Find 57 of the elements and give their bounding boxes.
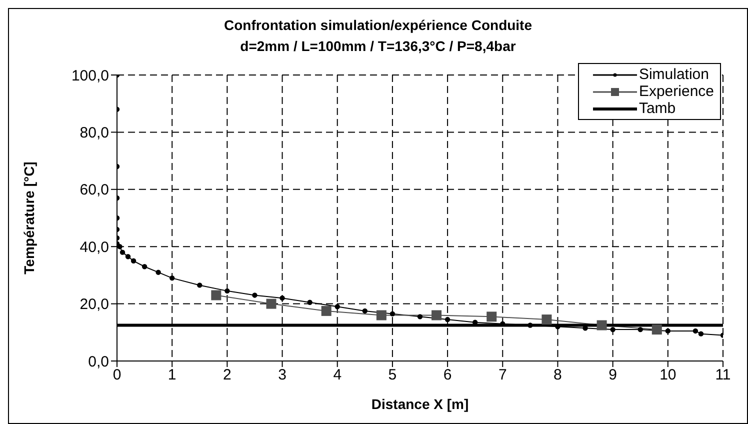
point bbox=[376, 310, 386, 320]
y-tick-label: 0,0 bbox=[88, 353, 109, 370]
x-tick-label: 0 bbox=[112, 366, 122, 384]
point bbox=[362, 308, 368, 314]
legend-label: Tamb bbox=[638, 100, 676, 117]
point bbox=[542, 314, 552, 325]
point bbox=[156, 270, 161, 275]
point bbox=[224, 288, 230, 294]
x-tick-label: 9 bbox=[608, 366, 617, 384]
point bbox=[252, 292, 258, 298]
legend-label: Experience bbox=[638, 83, 714, 100]
x-tick-label: 2 bbox=[223, 366, 232, 384]
y-tick-label: 100,0 bbox=[71, 67, 109, 84]
point bbox=[125, 254, 131, 260]
point bbox=[652, 324, 662, 335]
x-tick-label: 5 bbox=[388, 366, 397, 384]
x-tick-label: 4 bbox=[333, 366, 342, 384]
point bbox=[130, 258, 136, 264]
y-axis-title: Température [°C] bbox=[20, 162, 37, 274]
chart-title: Confrontation simulation/expérience Conduite bbox=[222, 16, 534, 35]
x-tick-label: 7 bbox=[498, 366, 507, 384]
point bbox=[211, 290, 222, 300]
point bbox=[390, 311, 396, 316]
point bbox=[142, 264, 148, 270]
point bbox=[117, 244, 122, 250]
point bbox=[307, 300, 312, 305]
point bbox=[665, 328, 671, 334]
point bbox=[417, 314, 423, 320]
point bbox=[486, 312, 497, 322]
x-axis-title: Distance X [m] bbox=[371, 396, 469, 412]
point bbox=[334, 304, 340, 310]
point bbox=[266, 298, 276, 309]
point bbox=[169, 275, 175, 281]
y-tick-label: 60,0 bbox=[80, 182, 109, 199]
point bbox=[638, 326, 643, 332]
point bbox=[596, 320, 607, 330]
x-tick-label: 3 bbox=[278, 366, 286, 384]
x-tick-label: 8 bbox=[554, 366, 562, 384]
point bbox=[120, 250, 126, 255]
y-tick-label: 80,0 bbox=[80, 124, 109, 142]
point bbox=[692, 328, 698, 334]
point bbox=[528, 322, 533, 328]
point bbox=[610, 326, 616, 332]
x-tick-label: 1 bbox=[168, 366, 176, 384]
point bbox=[321, 306, 332, 316]
x-tick-label: 10 bbox=[660, 366, 676, 384]
point bbox=[432, 310, 442, 320]
chart-subtitle: d=2mm / L=100mm / T=136,3°C / P=8,4bar bbox=[239, 37, 517, 56]
y-tick-label: 20,0 bbox=[80, 296, 109, 314]
point bbox=[698, 331, 704, 336]
legend-label: Simulation bbox=[638, 66, 709, 83]
point bbox=[280, 295, 285, 301]
point bbox=[197, 282, 202, 288]
y-tick-label: 40,0 bbox=[80, 238, 109, 256]
x-tick-label: 11 bbox=[715, 366, 731, 384]
point bbox=[444, 316, 450, 322]
x-tick-label: 6 bbox=[443, 366, 452, 384]
